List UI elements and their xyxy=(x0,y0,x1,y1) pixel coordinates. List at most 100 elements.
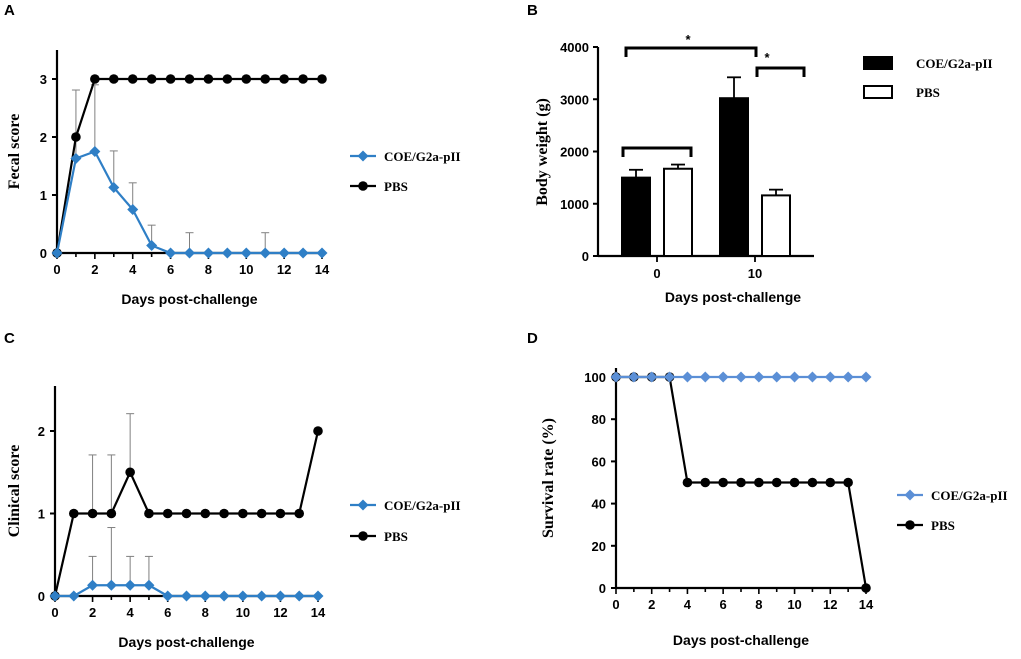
legend-marker xyxy=(357,150,369,162)
data-point xyxy=(298,74,308,84)
data-point xyxy=(202,247,214,259)
data-point xyxy=(806,371,818,383)
x-tick-label: 6 xyxy=(167,262,174,277)
data-point xyxy=(199,590,211,602)
x-tick-label: 12 xyxy=(823,597,837,612)
data-point xyxy=(87,508,98,519)
x-tick-label: 10 xyxy=(748,266,762,281)
data-point xyxy=(241,74,252,84)
y-tick-label: 0 xyxy=(38,589,45,604)
x-tick-label: 8 xyxy=(202,605,209,620)
data-point xyxy=(294,508,305,519)
data-point xyxy=(682,477,693,488)
data-point xyxy=(106,508,117,519)
legend-swatch xyxy=(863,56,893,70)
data-point xyxy=(718,477,728,488)
data-point xyxy=(275,508,286,519)
data-point xyxy=(842,371,854,383)
data-point xyxy=(825,477,836,488)
data-point xyxy=(754,477,764,488)
legend-label: PBS xyxy=(931,518,955,533)
data-point xyxy=(162,590,174,602)
legend-marker xyxy=(358,531,368,541)
panel-letter: D xyxy=(527,330,538,347)
data-point xyxy=(771,477,782,488)
legend-label: COE/G2a-pII xyxy=(916,56,993,71)
y-tick-label: 2 xyxy=(38,424,45,439)
legend-marker xyxy=(357,499,369,511)
data-point xyxy=(70,152,82,164)
bar xyxy=(663,167,693,257)
x-tick-label: 10 xyxy=(787,597,801,612)
data-point xyxy=(681,371,693,383)
data-point xyxy=(108,74,119,84)
data-point xyxy=(861,583,871,593)
y-axis-label: Survival rate (%) xyxy=(540,418,557,538)
data-point xyxy=(860,371,872,383)
data-point xyxy=(293,590,305,602)
data-point xyxy=(181,508,192,519)
x-tick-label: 4 xyxy=(684,597,692,612)
bar xyxy=(719,97,749,257)
y-tick-label: 4000 xyxy=(560,40,589,55)
x-tick-label: 12 xyxy=(277,262,291,277)
y-tick-label: 2000 xyxy=(560,145,589,160)
x-tick-label: 0 xyxy=(53,262,60,277)
data-point xyxy=(68,590,80,602)
y-tick-label: 0 xyxy=(582,249,589,264)
x-tick-label: 0 xyxy=(51,605,58,620)
y-tick-label: 1 xyxy=(40,188,47,203)
bar xyxy=(621,176,651,257)
data-point xyxy=(200,508,211,519)
x-tick-label: 0 xyxy=(653,266,660,281)
x-tick-label: 14 xyxy=(315,262,330,277)
data-point xyxy=(316,247,328,259)
data-point xyxy=(824,371,836,383)
x-tick-label: 10 xyxy=(236,605,250,620)
legend-label: PBS xyxy=(384,179,408,194)
sig-star: * xyxy=(764,50,770,65)
x-tick-label: 2 xyxy=(648,597,655,612)
data-point xyxy=(312,590,324,602)
series-line-1 xyxy=(55,77,322,254)
x-tick-label: 4 xyxy=(129,262,137,277)
data-point xyxy=(49,590,61,602)
data-point xyxy=(700,477,711,488)
data-point xyxy=(143,579,155,591)
data-point xyxy=(87,579,99,591)
data-point xyxy=(219,508,229,519)
y-tick-label: 100 xyxy=(584,370,606,385)
data-point xyxy=(218,590,230,602)
x-tick-label: 14 xyxy=(311,605,326,620)
bar xyxy=(761,194,791,257)
data-point xyxy=(256,508,267,519)
data-point xyxy=(222,74,233,84)
data-point xyxy=(184,247,195,259)
data-point xyxy=(256,590,268,602)
legend-marker xyxy=(358,181,368,191)
data-point xyxy=(238,508,248,519)
legend-swatch xyxy=(863,85,893,99)
data-point xyxy=(108,181,120,193)
x-tick-label: 4 xyxy=(127,605,135,620)
data-point xyxy=(124,579,136,591)
data-point xyxy=(646,371,658,383)
data-point xyxy=(165,74,176,84)
y-tick-label: 40 xyxy=(592,497,606,512)
y-tick-label: 60 xyxy=(592,454,606,469)
data-point xyxy=(771,371,783,383)
panel-letter: A xyxy=(4,2,15,19)
y-axis-label: Clinical score xyxy=(6,445,23,538)
legend-label: COE/G2a-pII xyxy=(931,488,1008,503)
data-point xyxy=(807,477,818,488)
data-point xyxy=(203,74,214,84)
x-tick-label: 0 xyxy=(612,597,619,612)
data-point xyxy=(71,132,81,142)
x-axis-label: Days post-challenge xyxy=(121,291,257,307)
y-tick-label: 3 xyxy=(40,72,47,87)
legend-label: COE/G2a-pII xyxy=(384,498,461,513)
x-tick-label: 12 xyxy=(273,605,287,620)
y-tick-label: 3000 xyxy=(560,92,589,107)
